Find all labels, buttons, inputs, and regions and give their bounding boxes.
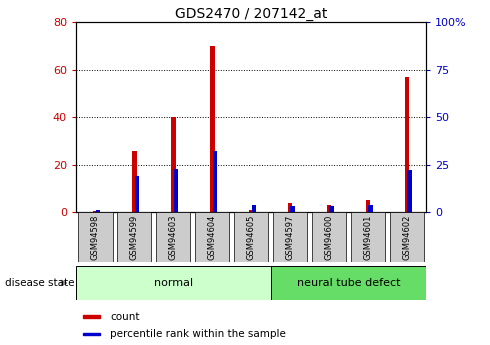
Text: percentile rank within the sample: percentile rank within the sample	[110, 329, 286, 339]
Bar	[76, 266, 270, 300]
Bar	[270, 266, 426, 300]
Bar	[210, 46, 215, 212]
Bar	[96, 210, 100, 212]
Bar	[351, 212, 385, 262]
Text: GSM94599: GSM94599	[130, 215, 139, 260]
Bar	[390, 212, 424, 262]
Bar	[171, 117, 175, 212]
Bar	[288, 203, 293, 212]
Text: GSM94598: GSM94598	[91, 215, 100, 260]
Bar	[234, 212, 268, 262]
Title: GDS2470 / 207142_at: GDS2470 / 207142_at	[175, 7, 327, 21]
Bar	[329, 206, 334, 212]
Text: neural tube defect: neural tube defect	[296, 278, 400, 288]
Bar	[366, 200, 370, 212]
Bar	[173, 168, 178, 212]
Bar	[156, 212, 191, 262]
Text: count: count	[110, 312, 140, 322]
Bar	[93, 211, 98, 212]
Bar	[251, 205, 256, 212]
Text: GSM94605: GSM94605	[246, 215, 256, 260]
Bar	[405, 77, 409, 212]
Text: disease state: disease state	[5, 278, 74, 288]
Bar	[132, 150, 137, 212]
Bar	[83, 315, 100, 318]
Text: normal: normal	[154, 278, 193, 288]
Bar	[312, 212, 346, 262]
Text: GSM94597: GSM94597	[286, 215, 294, 260]
Bar	[249, 210, 253, 212]
Bar	[327, 205, 331, 212]
Bar	[407, 170, 412, 212]
Bar	[213, 151, 217, 212]
Bar	[368, 205, 373, 212]
Bar	[291, 206, 295, 212]
Bar	[273, 212, 307, 262]
Text: GSM94604: GSM94604	[208, 215, 217, 260]
Bar	[135, 176, 139, 212]
Bar	[117, 212, 151, 262]
Bar	[83, 333, 100, 335]
Bar	[78, 212, 113, 262]
Bar	[195, 212, 229, 262]
Text: GSM94601: GSM94601	[364, 215, 372, 260]
Text: GSM94602: GSM94602	[402, 215, 411, 260]
Text: GSM94603: GSM94603	[169, 215, 178, 260]
Text: GSM94600: GSM94600	[324, 215, 334, 260]
